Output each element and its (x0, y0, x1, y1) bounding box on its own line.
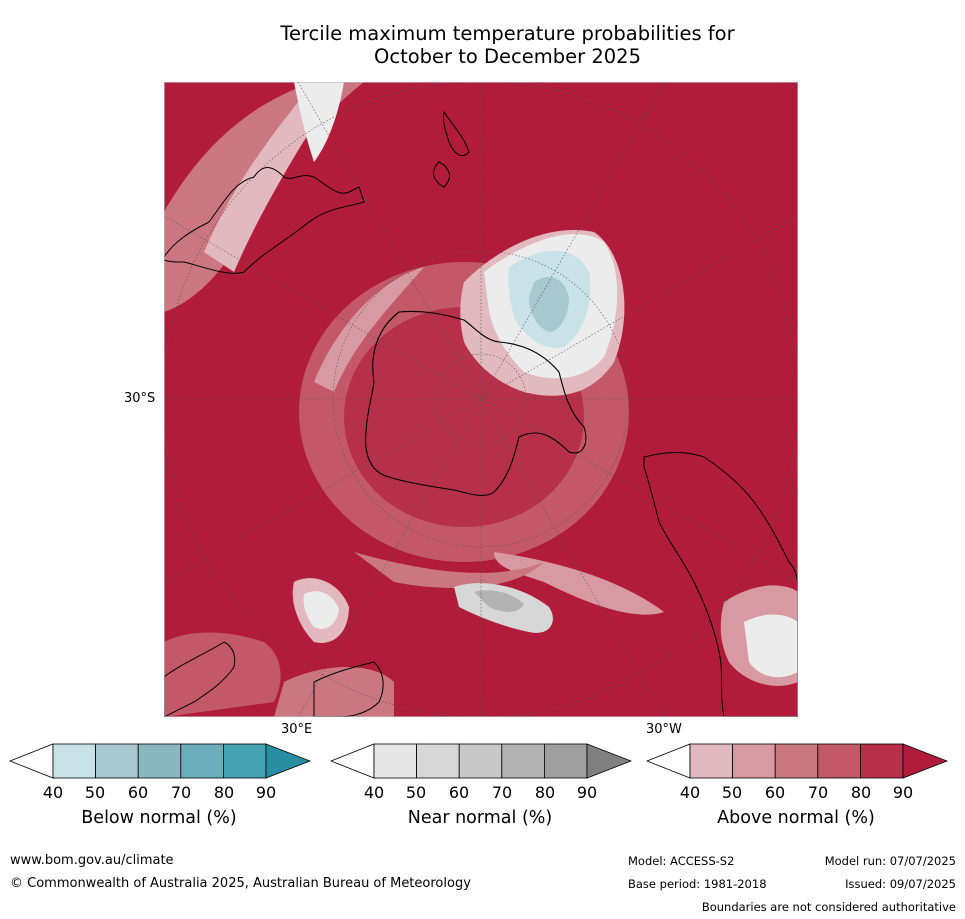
colorbar-extend-low (646, 743, 691, 779)
map-title-line1: Tercile maximum temperature probabilitie… (280, 22, 735, 45)
colorbar-bin-50-60 (416, 743, 460, 779)
colorbar-bin-50-60 (732, 743, 776, 779)
tick-60: 60 (127, 783, 149, 802)
colorbar-bin-50-60 (95, 743, 139, 779)
copyright-text: © Commonwealth of Australia 2025, Austra… (10, 876, 471, 891)
latitude-label-30s: 30°S (124, 391, 156, 406)
colorbar-extend-high (902, 743, 948, 779)
tick-80: 80 (534, 783, 556, 802)
colorbar-bin-40-50 (689, 743, 733, 779)
issued-date: Issued: 09/07/2025 (845, 877, 956, 891)
colorbar-extend-high (586, 743, 632, 779)
colorbar-bin-60-70 (774, 743, 819, 779)
new-zealand-outline (433, 110, 470, 188)
tick-60: 60 (448, 783, 470, 802)
tick-80: 80 (850, 783, 872, 802)
south-america-outline (643, 452, 798, 717)
colorbar-bin-60-70 (458, 743, 503, 779)
colorbar-bin-80-90 (222, 743, 267, 779)
tick-60: 60 (764, 783, 786, 802)
colorbar-near-normal-title: Near normal (%) (407, 808, 553, 828)
colorbar-below-normal (9, 743, 311, 779)
tick-50: 50 (405, 783, 427, 802)
map-title-line2: October to December 2025 (374, 45, 641, 68)
colorbar-extend-low (330, 743, 375, 779)
tick-40: 40 (679, 783, 701, 802)
colorbar-bin-80-90 (543, 743, 588, 779)
antarctica-outline (365, 310, 587, 496)
colorbar-bin-40-50 (52, 743, 96, 779)
colorbar-extend-high (265, 743, 311, 779)
tick-40: 40 (42, 783, 64, 802)
graticule (164, 82, 798, 717)
africa-outline (164, 641, 384, 717)
australia-outline (164, 167, 365, 274)
model-run-date: Model run: 07/07/2025 (824, 854, 956, 868)
colorbar-near-normal (330, 743, 632, 779)
colorbar-below-normal-title: Below normal (%) (81, 808, 237, 828)
colorbar-bin-70-80 (817, 743, 861, 779)
tick-50: 50 (84, 783, 106, 802)
longitude-label-30w: 30°W (646, 722, 682, 737)
tick-90: 90 (576, 783, 598, 802)
tick-70: 70 (170, 783, 192, 802)
colorbar-above-normal (646, 743, 948, 779)
colorbar-bin-60-70 (137, 743, 182, 779)
colorbar-extend-low (9, 743, 54, 779)
base-period: Base period: 1981-2018 (628, 877, 767, 891)
colorbar-bin-40-50 (373, 743, 417, 779)
tick-90: 90 (255, 783, 277, 802)
tick-80: 80 (213, 783, 235, 802)
probability-map (164, 82, 798, 717)
colorbar-bin-70-80 (180, 743, 224, 779)
colorbar-bin-80-90 (859, 743, 904, 779)
tick-90: 90 (892, 783, 914, 802)
tick-50: 50 (721, 783, 743, 802)
bom-url-link[interactable]: www.bom.gov.au/climate (10, 853, 174, 868)
longitude-label-30e: 30°E (281, 722, 313, 737)
tick-70: 70 (807, 783, 829, 802)
colorbar-bin-70-80 (501, 743, 545, 779)
model-name: Model: ACCESS-S2 (628, 854, 735, 868)
colorbar-above-normal-title: Above normal (%) (717, 808, 875, 828)
boundaries-disclaimer: Boundaries are not considered authoritat… (701, 900, 956, 914)
probability-contours (164, 82, 798, 717)
tick-70: 70 (491, 783, 513, 802)
tick-40: 40 (363, 783, 385, 802)
